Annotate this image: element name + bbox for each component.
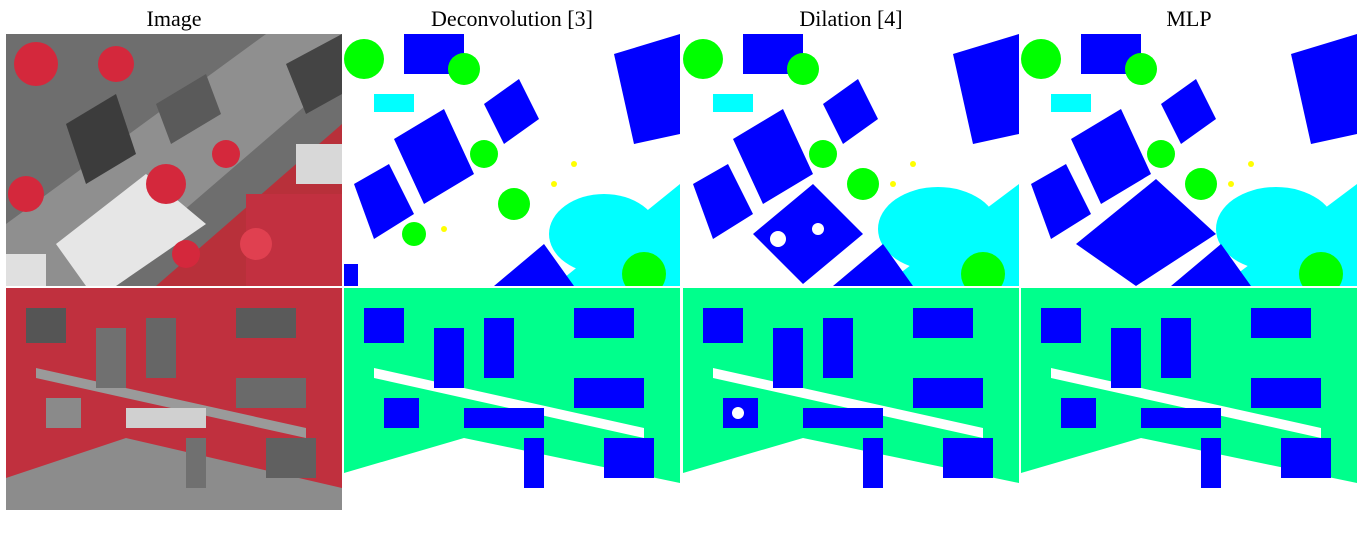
segmentation-mlp-row-2 xyxy=(1021,288,1357,540)
column-title-deconvolution: Deconvolution [3] xyxy=(431,6,593,31)
segmentation-map-dilation-1 xyxy=(683,34,1019,286)
column-title-dilation: Dilation [4] xyxy=(799,6,903,31)
aerial-photo-industrial xyxy=(6,34,342,286)
aerial-image-row-1 xyxy=(6,34,342,286)
segmentation-mlp-row-1 xyxy=(1021,34,1357,286)
segmentation-map-mlp-1 xyxy=(1021,34,1357,286)
segmentation-map-deconvolution-1 xyxy=(344,34,680,286)
segmentation-dilation-row-1 xyxy=(683,34,1019,286)
segmentation-map-dilation-2 xyxy=(683,288,1019,510)
segmentation-dilation-row-2 xyxy=(683,288,1019,540)
segmentation-map-mlp-2 xyxy=(1021,288,1357,510)
segmentation-deconvolution-row-1 xyxy=(344,34,680,286)
segmentation-map-deconvolution-2 xyxy=(344,288,680,510)
column-title-mlp: MLP xyxy=(1166,6,1212,31)
segmentation-deconvolution-row-2 xyxy=(344,288,680,540)
column-title-image: Image xyxy=(146,6,202,31)
aerial-image-row-2 xyxy=(6,288,342,540)
aerial-photo-residential xyxy=(6,288,342,510)
